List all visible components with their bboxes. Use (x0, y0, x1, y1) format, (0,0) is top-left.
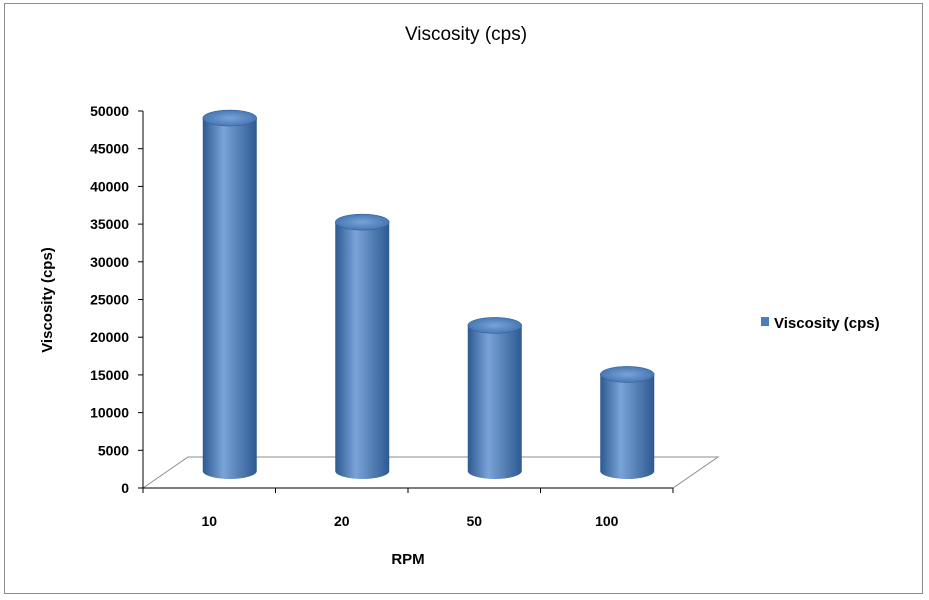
x-tick-label: 100 (595, 513, 619, 529)
y-axis: 0 5000 10000 15000 20000 25000 30000 35000 40000… (90, 103, 144, 496)
y-tick-label: 25000 (90, 292, 129, 308)
y-tick-label: 15000 (90, 367, 129, 383)
bar-body (335, 222, 390, 480)
y-tick-label: 40000 (90, 178, 129, 194)
y-tick-label: 35000 (90, 216, 129, 232)
y-axis-title: Viscosity (cps) (39, 247, 56, 353)
y-tick-label: 0 (121, 480, 129, 496)
bar-top (202, 109, 257, 127)
bar (335, 213, 390, 480)
y-tick-label: 30000 (90, 254, 129, 270)
legend-swatch (761, 317, 769, 326)
bar-top (467, 317, 522, 334)
legend: Viscosity (cps) (761, 315, 880, 332)
chart-title: Viscosity (cps) (405, 24, 527, 45)
x-tick-label: 10 (201, 513, 217, 529)
y-tick-label: 20000 (90, 329, 129, 345)
x-tick-label: 20 (334, 513, 350, 529)
x-axis: 10 20 50 100 (142, 487, 674, 529)
y-tick-label: 10000 (90, 405, 129, 421)
y-tick-label: 45000 (90, 141, 129, 157)
legend-label: Viscosity (cps) (774, 315, 880, 332)
y-tick-label: 5000 (98, 442, 129, 458)
y-tick-label: 50000 (90, 103, 129, 119)
bar-top (335, 213, 390, 231)
bar-body (600, 374, 655, 479)
bar-body (202, 118, 257, 479)
bar-top (600, 366, 655, 383)
x-tick-label: 50 (466, 513, 482, 529)
bar (467, 317, 522, 479)
x-axis-title: RPM (391, 551, 424, 568)
chart-frame (4, 3, 923, 594)
bar (600, 366, 655, 479)
bar (202, 109, 257, 479)
bar-series (202, 109, 655, 480)
bar-body (467, 325, 522, 479)
